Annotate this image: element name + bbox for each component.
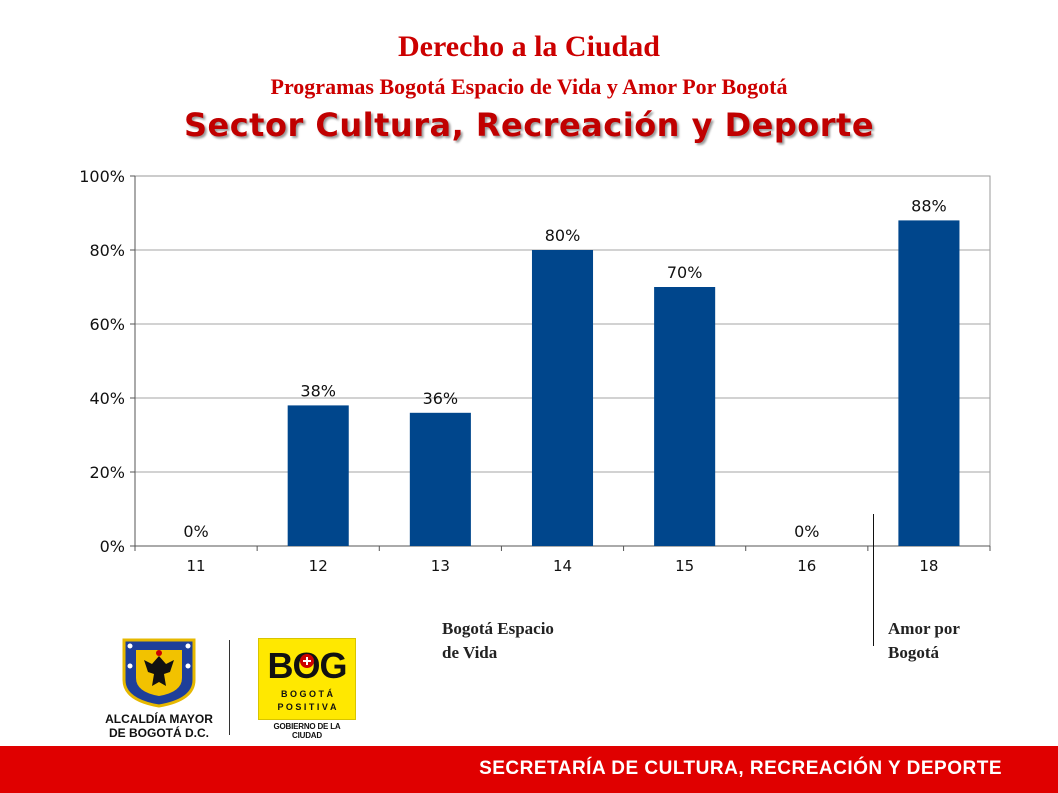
bar-value-label: 36% — [423, 389, 459, 408]
chart-labels: 0% 11 38% 12 36% 13 80% 14 70% 15 0% 16 88% 18 — [183, 196, 946, 575]
gobierno-text: GOBIERNO DE LA CIUDAD — [273, 722, 341, 740]
bar — [654, 287, 716, 546]
y-tick-label: 40% — [89, 389, 125, 408]
bog-text: P O S I T I V A — [277, 702, 337, 712]
y-tick-label: 80% — [89, 241, 125, 260]
group-label-espacio-de-vida: Bogotá Espacio de Vida — [442, 617, 554, 665]
page-title: Derecho a la Ciudad — [398, 30, 660, 63]
bar-chart: 0% 20% 40% 60% 80% 100% 0% 11 38% 12 36% 13 80% 14 70… — [79, 167, 991, 575]
y-tick-label: 60% — [89, 315, 125, 334]
group-divider — [873, 514, 874, 646]
x-tick-label: 15 — [675, 557, 694, 575]
bar-value-label: 88% — [911, 196, 947, 215]
bar-value-label: 80% — [545, 226, 581, 245]
group-label-amor-por-bogota: Amor por Bogotá — [888, 617, 960, 665]
footer-text: SECRETARÍA DE CULTURA, RECREACIÓN Y DEPO… — [479, 758, 1002, 779]
alcaldia-text: DE BOGOTÁ D.C. — [108, 726, 209, 740]
group-label-line: de Vida — [442, 643, 498, 662]
x-tick-label: 12 — [309, 557, 328, 575]
bogota-positiva-box: BOG B O G O T Á P O S I T I V A — [258, 638, 356, 720]
coat-of-arms-icon — [122, 638, 196, 708]
bar — [409, 412, 471, 546]
group-label-line: Bogotá — [888, 643, 939, 662]
sector-heading: Sector Cultura, Recreación y Deporte — [183, 106, 875, 144]
group-label-line: Bogotá Espacio — [442, 619, 554, 638]
bar — [898, 220, 960, 546]
bogota-positiva-logo: BOG B O G O T Á P O S I T I V A GOBIERNO… — [258, 638, 356, 740]
chart-bars — [287, 220, 960, 546]
x-tick-label: 11 — [187, 557, 206, 575]
x-tick-label: 18 — [919, 557, 938, 575]
logo-separator — [229, 640, 230, 735]
bar-value-label: 0% — [794, 522, 819, 541]
bar-value-label: 38% — [300, 381, 336, 400]
bar — [287, 405, 349, 546]
footer-bar: SECRETARÍA DE CULTURA, RECREACIÓN Y DEPO… — [0, 746, 1058, 793]
y-tick-label: 100% — [79, 167, 125, 186]
x-tick-label: 16 — [797, 557, 816, 575]
plus-icon — [300, 654, 314, 668]
alcaldia-text: ALCALDÍA MAYOR — [105, 712, 213, 726]
alcaldia-logo: ALCALDÍA MAYOR DE BOGOTÁ D.C. — [94, 636, 224, 746]
bog-text: B O G O T Á — [280, 689, 333, 699]
page-subtitle: Programas Bogotá Espacio de Vida y Amor … — [270, 74, 788, 99]
x-tick-label: 13 — [431, 557, 450, 575]
y-tick-label: 0% — [100, 537, 125, 556]
bar — [531, 250, 594, 546]
group-label-line: Amor por — [888, 619, 960, 638]
bar-value-label: 70% — [667, 263, 703, 282]
y-tick-label: 20% — [89, 463, 125, 482]
x-tick-label: 14 — [553, 557, 572, 575]
bar-value-label: 0% — [183, 522, 208, 541]
